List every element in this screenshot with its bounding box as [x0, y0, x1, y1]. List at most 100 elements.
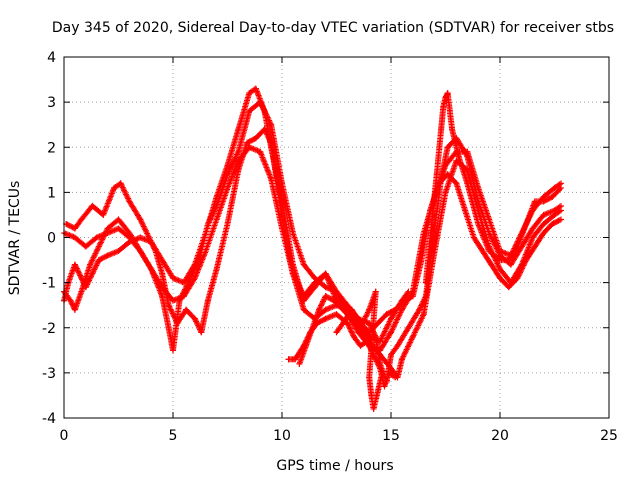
data-point: [366, 329, 373, 336]
data-point: [137, 216, 144, 223]
data-point: [381, 383, 388, 390]
data-point: [257, 99, 264, 106]
y-tick-label: -4: [42, 411, 56, 427]
series-track-7: [422, 90, 565, 286]
x-tick-label: 0: [60, 428, 69, 444]
data-point: [497, 266, 503, 273]
data-point: [95, 257, 102, 264]
chart-title: Day 345 of 2020, Sidereal Day-to-day VTE…: [52, 20, 614, 36]
data-point: [137, 248, 144, 255]
data-point: [551, 184, 558, 191]
data-point: [311, 284, 318, 291]
data-point: [126, 198, 133, 205]
data-point: [117, 180, 124, 187]
data-point: [296, 360, 303, 367]
data-point: [372, 333, 379, 340]
data-point: [529, 225, 536, 232]
data-point: [300, 306, 307, 313]
data-point: [348, 315, 355, 322]
y-tick-label: -1: [42, 276, 56, 292]
data-point: [252, 85, 259, 92]
data-point: [95, 243, 102, 250]
data-point: [224, 171, 231, 178]
data-point: [422, 279, 429, 286]
data-point: [126, 239, 133, 246]
data-point: [531, 198, 538, 205]
data-point: [385, 369, 392, 376]
data-point: [398, 356, 405, 363]
data-point: [235, 166, 242, 173]
data-point: [444, 144, 451, 151]
data-point: [224, 220, 231, 227]
x-tick-label: 10: [273, 428, 291, 444]
data-point: [420, 311, 427, 318]
data-point: [388, 351, 394, 358]
data-point: [392, 374, 399, 381]
data-point: [357, 342, 364, 349]
data-point: [523, 257, 530, 264]
data-point: [292, 356, 299, 363]
data-point: [159, 293, 166, 300]
y-tick-label: 0: [47, 231, 56, 247]
series-track-6: [296, 288, 386, 412]
data-point: [148, 239, 155, 246]
data-point: [442, 94, 449, 101]
series-track-8: [333, 171, 565, 336]
data-point: [289, 270, 296, 277]
data-point: [183, 306, 190, 313]
data-point: [148, 266, 155, 273]
data-point: [213, 216, 220, 223]
data-point: [311, 275, 318, 282]
data-point: [470, 234, 477, 241]
data-point: [355, 329, 362, 336]
data-point: [340, 320, 347, 327]
data-point: [87, 261, 94, 268]
data-point: [111, 184, 118, 191]
data-point: [529, 234, 536, 241]
data-point: [442, 189, 449, 196]
data-point: [540, 211, 547, 218]
data-point: [333, 329, 340, 336]
data-point: [366, 306, 373, 313]
data-point: [348, 306, 355, 313]
data-point: [159, 270, 166, 277]
data-point: [405, 324, 412, 331]
data-point: [309, 324, 316, 331]
data-point: [246, 108, 253, 115]
data-point: [464, 153, 471, 160]
data-point: [370, 405, 377, 412]
data-point: [244, 139, 251, 146]
data-point: [340, 306, 347, 313]
data-point: [444, 90, 451, 97]
data-point: [464, 180, 471, 187]
data-point: [302, 342, 309, 349]
data-layer: [61, 85, 565, 412]
data-point: [374, 387, 381, 394]
data-point: [449, 126, 456, 133]
data-point: [100, 211, 107, 218]
data-point: [246, 90, 253, 97]
data-point: [398, 306, 405, 313]
data-point: [196, 257, 203, 264]
data-point: [289, 229, 296, 236]
data-point: [435, 180, 442, 187]
data-point: [350, 333, 357, 340]
data-point: [115, 248, 122, 255]
data-point: [213, 266, 220, 273]
data-point: [71, 234, 78, 241]
data-point: [514, 275, 521, 282]
y-tick-label: 3: [47, 95, 56, 111]
x-tick-label: 15: [382, 428, 400, 444]
data-point: [551, 207, 558, 214]
data-point: [427, 207, 434, 214]
data-point: [344, 302, 351, 309]
data-point: [558, 216, 565, 223]
data-point: [540, 229, 547, 236]
data-point: [383, 311, 390, 318]
data-point: [235, 148, 242, 155]
data-point: [368, 392, 375, 399]
data-point: [115, 225, 122, 232]
x-tick-label: 5: [169, 428, 178, 444]
data-point: [409, 333, 416, 340]
data-point: [257, 148, 264, 155]
